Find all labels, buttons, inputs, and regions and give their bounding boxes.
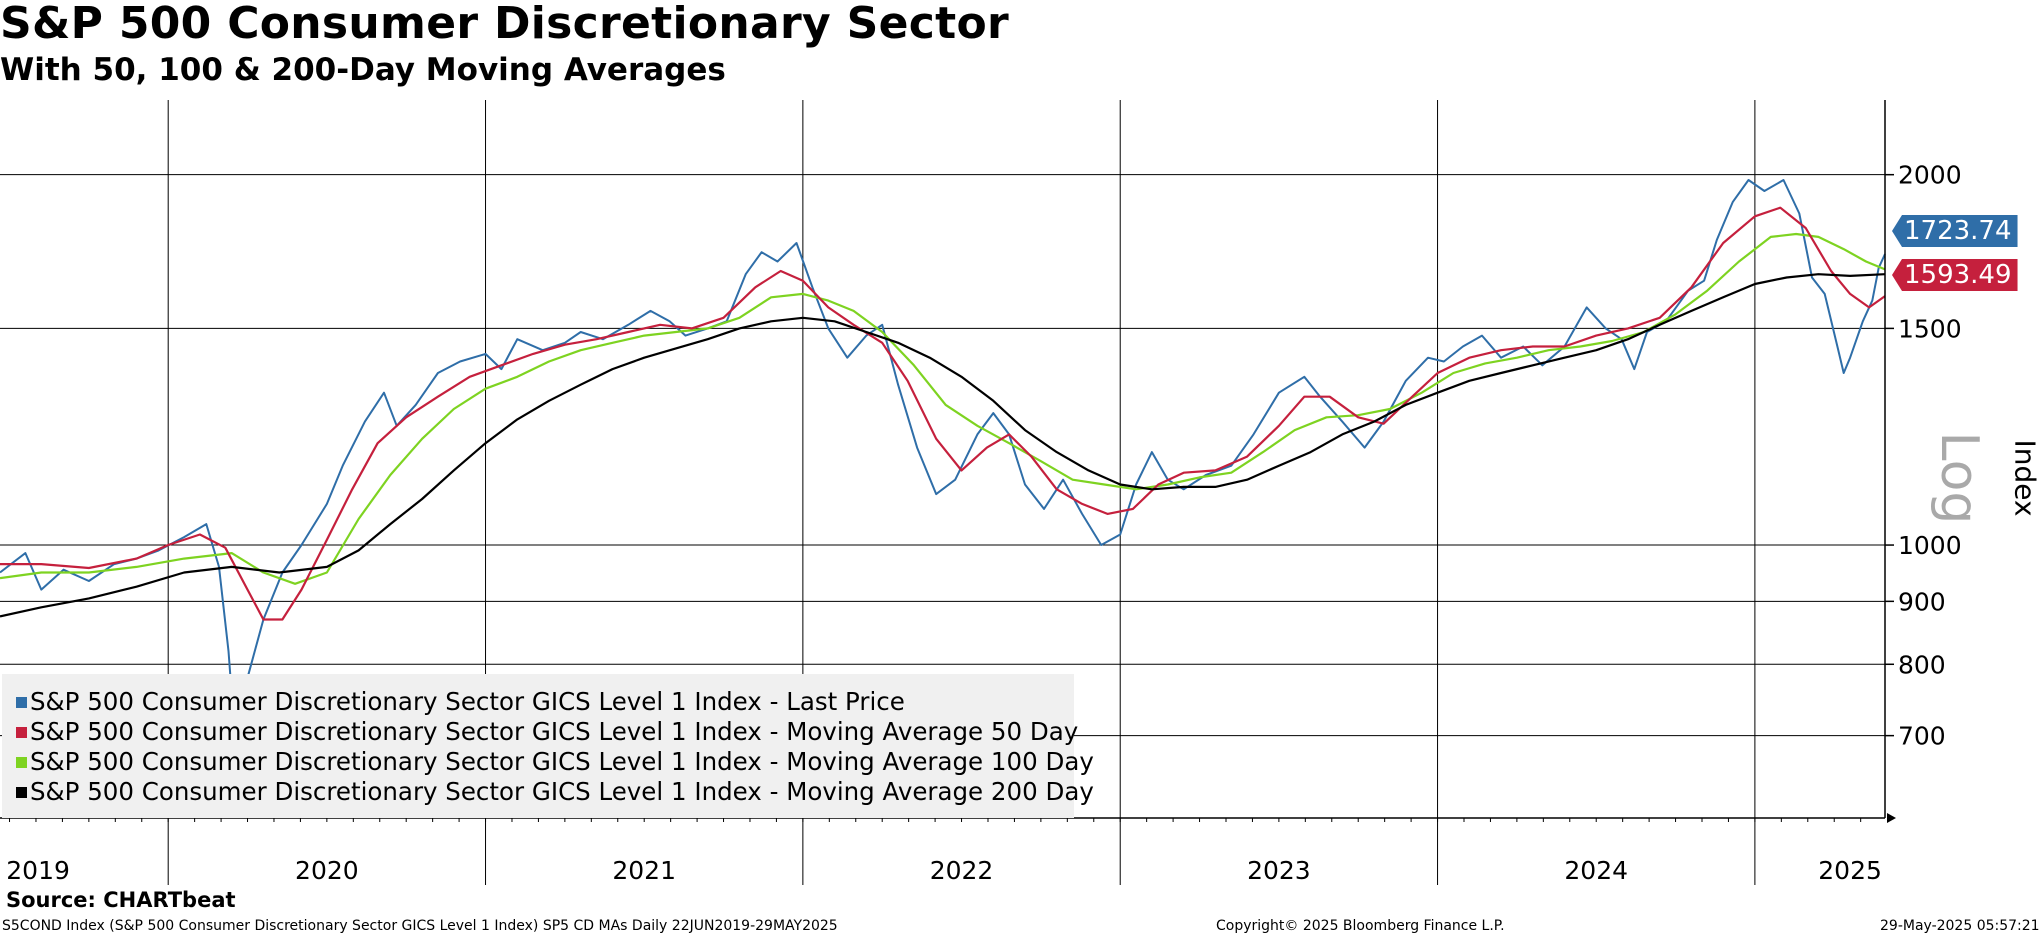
legend-label: S&P 500 Consumer Discretionary Sector GI… [30,747,1094,776]
legend: S&P 500 Consumer Discretionary Sector GI… [2,674,1094,818]
y-tick-label: 1500 [1898,314,1962,343]
chart-subtitle: With 50, 100 & 200-Day Moving Averages [0,52,726,88]
series-line-ma-100 [0,232,1886,585]
legend-label: S&P 500 Consumer Discretionary Sector GI… [30,687,905,716]
legend-swatch [16,697,27,708]
footer-timestamp: 29-May-2025 05:57:21 [1880,918,2040,934]
x-tick-label: 2021 [612,856,676,885]
legend-item-last-price[interactable]: S&P 500 Consumer Discretionary Sector GI… [16,687,905,716]
legend-item-ma-50[interactable]: S&P 500 Consumer Discretionary Sector GI… [16,717,1078,746]
source-label: Source: CHARTbeat [6,888,236,912]
axes [0,100,1896,823]
ma50-value-tag: 1593.49 [1892,259,2018,291]
y-tick-label: 1000 [1898,531,1962,560]
legend-swatch [16,787,27,798]
y-tick-label: 800 [1898,650,1946,679]
legend-swatch [16,757,27,768]
series-line-last-price [0,179,1886,737]
x-tick-label: 2022 [930,856,994,885]
x-tick-label: 2020 [295,856,359,885]
legend-swatch [16,727,27,738]
last-price-value-tag: 1723.74 [1892,215,2018,247]
x-tick-label: 2019 [6,856,70,885]
legend-label: S&P 500 Consumer Discretionary Sector GI… [30,777,1094,806]
footer-copyright: Copyright© 2025 Bloomberg Finance L.P. [1216,918,1505,934]
y-tick-label: 900 [1898,587,1946,616]
x-tick-label: 2025 [1818,856,1882,885]
x-axis-arrow [1887,813,1896,823]
x-tick-label: 2023 [1247,856,1311,885]
y-tick-labels: 2000 1500 1000 900 800 700 [1898,161,1962,751]
x-tick-labels: 2019 2020 2021 2022 2023 2024 2025 [6,856,1882,885]
y-scale-label: Log [1929,431,1989,525]
footer-description: S5COND Index (S&P 500 Consumer Discretio… [2,918,838,934]
series-lines [0,179,1886,737]
x-tick-label: 2024 [1564,856,1628,885]
legend-item-ma-100[interactable]: S&P 500 Consumer Discretionary Sector GI… [16,747,1094,776]
legend-label: S&P 500 Consumer Discretionary Sector GI… [30,717,1079,746]
y-tick-label: 2000 [1898,161,1962,190]
chart-title: S&P 500 Consumer Discretionary Sector [0,0,1010,49]
y-axis-label: Index [2008,439,2041,517]
series-line-ma-200 [0,273,1886,618]
series-line-ma-50 [0,206,1886,621]
legend-item-ma-200[interactable]: S&P 500 Consumer Discretionary Sector GI… [16,777,1094,806]
horizontal-gridlines [0,174,1885,737]
y-tick-label: 700 [1898,722,1946,751]
